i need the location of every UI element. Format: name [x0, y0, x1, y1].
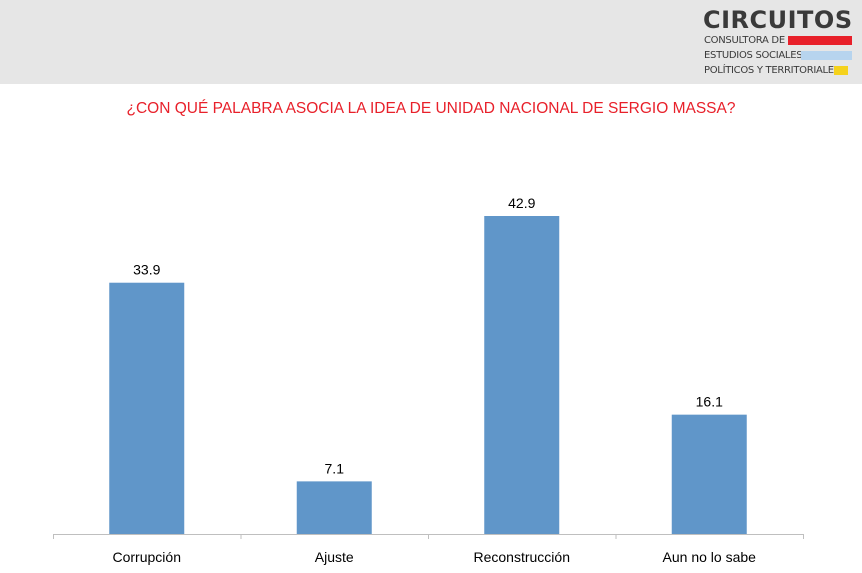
logo-wordmark: CIRCUITOS: [703, 6, 853, 34]
logo-yellow-bar: [834, 66, 848, 75]
logo-line-1: CONSULTORA DE: [704, 35, 785, 46]
bar-3: [671, 414, 747, 534]
category-label-2: Reconstrucción: [474, 549, 571, 565]
data-label-3: 16.1: [696, 394, 723, 410]
category-label-0: Corrupción: [113, 549, 181, 565]
bar-2: [484, 216, 560, 534]
data-label-1: 7.1: [325, 460, 345, 476]
logo-line-3: POLÍTICOS Y TERRITORIALES: [704, 65, 840, 76]
bar-0: [109, 282, 185, 534]
data-label-2: 42.9: [508, 195, 535, 211]
circuitos-logo: CIRCUITOS CONSULTORA DE ESTUDIOS SOCIALE…: [703, 6, 853, 80]
category-label-1: Ajuste: [315, 549, 354, 565]
header-band: [0, 0, 862, 84]
category-label-3: Aun no lo sabe: [663, 549, 757, 565]
data-label-0: 33.9: [133, 262, 160, 278]
logo-line-2: ESTUDIOS SOCIALES,: [704, 50, 806, 61]
chart-title: ¿CON QUÉ PALABRA ASOCIA LA IDEA DE UNIDA…: [126, 100, 736, 117]
logo-red-bar: [788, 36, 852, 45]
logo-blue-bar: [801, 51, 852, 60]
bar-1: [296, 481, 372, 534]
